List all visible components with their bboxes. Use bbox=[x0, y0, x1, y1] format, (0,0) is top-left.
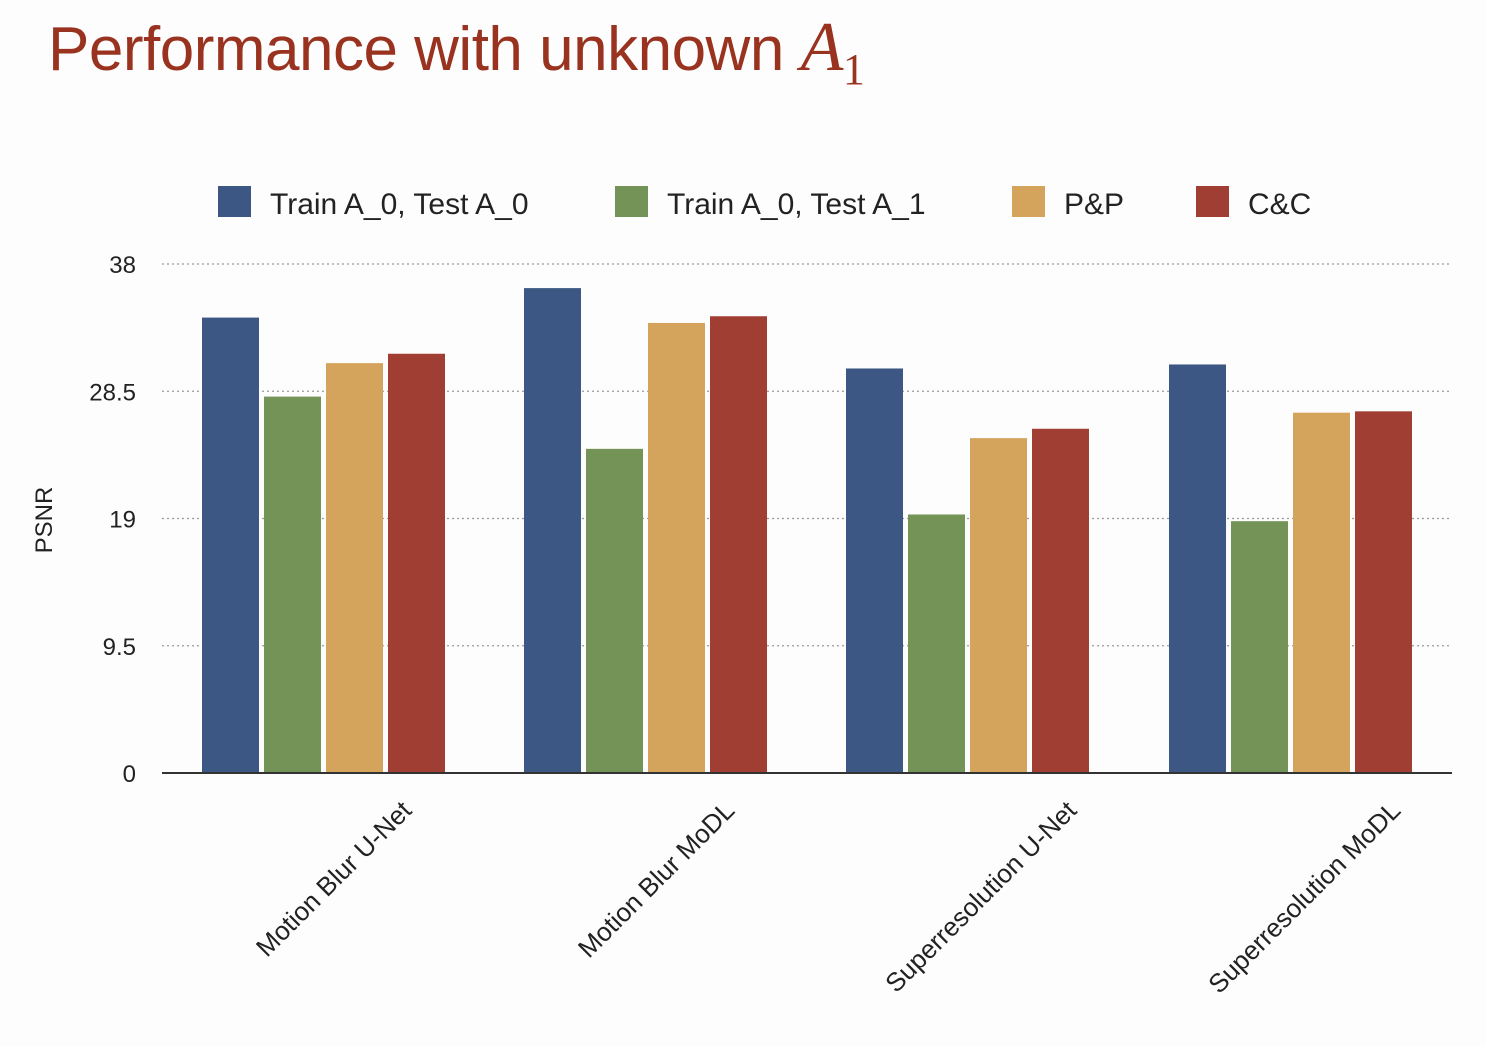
y-tick-label: 0 bbox=[123, 761, 136, 788]
legend-item: Train A_0, Test A_0 bbox=[218, 186, 529, 221]
bar bbox=[326, 363, 383, 773]
slide-title-math: A1 bbox=[800, 9, 865, 94]
y-tick-label: 38 bbox=[109, 252, 136, 279]
legend-swatch bbox=[218, 186, 251, 217]
bar bbox=[264, 396, 321, 773]
bar bbox=[846, 368, 903, 773]
bar bbox=[1355, 411, 1412, 773]
slide-title-text: Performance with unknown bbox=[48, 15, 784, 84]
bar bbox=[648, 322, 705, 773]
legend: Train A_0, Test A_0 Train A_0, Test A_1 P&… bbox=[218, 186, 1311, 221]
bar bbox=[908, 514, 965, 773]
bar bbox=[1231, 521, 1288, 773]
bar-group bbox=[524, 288, 767, 773]
legend-swatch bbox=[1196, 186, 1229, 217]
slide-title-math-symbol: A bbox=[800, 9, 844, 86]
category-labels: Motion Blur U-Net Motion Blur MoDL Superre… bbox=[250, 794, 1406, 999]
x-tick-label: Superresolution MoDL bbox=[1202, 795, 1406, 999]
x-tick-label: Motion Blur MoDL bbox=[572, 795, 740, 963]
legend-label: Train A_0, Test A_1 bbox=[667, 188, 926, 221]
legend-item: C&C bbox=[1196, 186, 1311, 221]
legend-label: P&P bbox=[1064, 188, 1124, 221]
y-tick-label: 9.5 bbox=[103, 634, 136, 661]
y-tick-label: 28.5 bbox=[89, 379, 136, 406]
bar-group bbox=[202, 317, 445, 773]
bar bbox=[970, 438, 1027, 773]
legend-label: Train A_0, Test A_0 bbox=[270, 188, 529, 221]
legend-label: C&C bbox=[1248, 188, 1311, 221]
x-tick-label: Motion Blur U-Net bbox=[250, 794, 418, 962]
bar bbox=[1293, 412, 1350, 773]
slide-title: Performance with unknown A1 bbox=[48, 8, 865, 95]
legend-swatch bbox=[615, 186, 648, 217]
bar-group bbox=[846, 368, 1089, 773]
bar-group bbox=[1169, 364, 1412, 773]
slide-title-math-subscript: 1 bbox=[842, 45, 865, 94]
bar bbox=[202, 317, 259, 773]
legend-item: Train A_0, Test A_1 bbox=[615, 186, 926, 221]
y-tick-label: 19 bbox=[109, 507, 136, 534]
bar bbox=[1169, 364, 1226, 773]
legend-item: P&P bbox=[1012, 186, 1124, 221]
y-axis-label: PSNR bbox=[31, 487, 58, 554]
bar bbox=[710, 316, 767, 773]
legend-swatch bbox=[1012, 186, 1045, 217]
bar bbox=[388, 353, 445, 773]
bars bbox=[202, 288, 1412, 773]
bar bbox=[524, 288, 581, 773]
bar bbox=[1032, 428, 1089, 773]
x-tick-label: Superresolution U-Net bbox=[879, 794, 1083, 998]
bar bbox=[586, 448, 643, 773]
y-axis-ticks: 0 9.5 19 28.5 38 bbox=[89, 252, 136, 788]
